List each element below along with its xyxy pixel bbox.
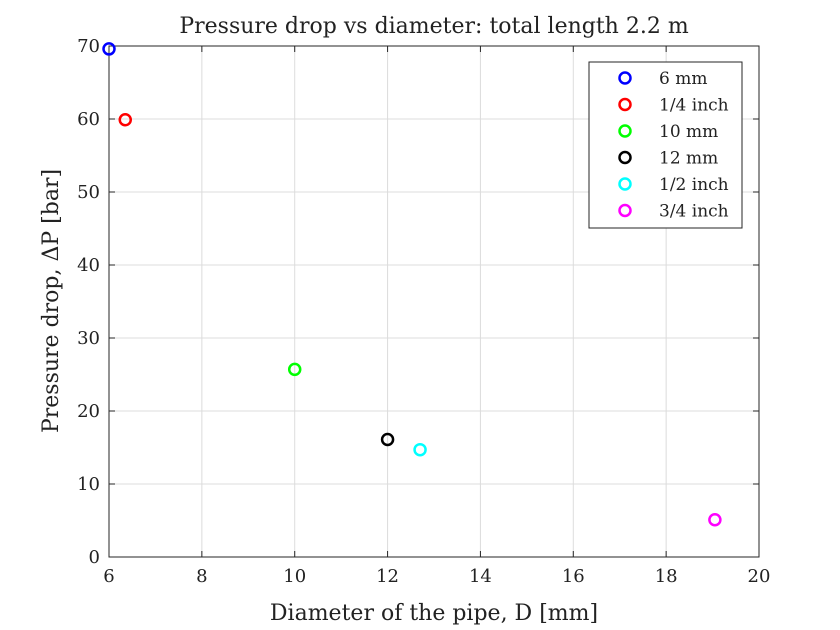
data-point bbox=[380, 432, 395, 447]
legend-entry-label: 12 mm bbox=[659, 149, 718, 169]
legend-marker bbox=[618, 203, 632, 218]
y-tick-label: 40 bbox=[77, 255, 100, 276]
legend-marker bbox=[618, 71, 632, 85]
chart-title: Pressure drop vs diameter: total length … bbox=[179, 14, 689, 39]
axis-ticks: 6 8 10 12 14 16 18 20 0 10 20 30 40 50 60 70 bbox=[77, 36, 770, 587]
legend-entry-label: 1/2 inch bbox=[659, 175, 729, 195]
data-point bbox=[708, 513, 722, 527]
legend-marker bbox=[618, 124, 632, 138]
y-tick-label: 30 bbox=[77, 328, 100, 349]
x-tick-label: 10 bbox=[283, 566, 306, 587]
y-tick-label: 50 bbox=[77, 182, 100, 203]
data-point bbox=[413, 442, 427, 457]
y-tick-label: 20 bbox=[77, 401, 100, 422]
x-axis-label: Diameter of the pipe, D [mm] bbox=[270, 601, 598, 626]
legend-marker bbox=[618, 177, 632, 191]
x-tick-label: 14 bbox=[469, 566, 492, 587]
data-point bbox=[287, 362, 302, 377]
x-tick-label: 12 bbox=[376, 566, 399, 587]
y-tick-label: 0 bbox=[89, 547, 100, 568]
y-tick-label: 70 bbox=[77, 36, 100, 57]
legend-box bbox=[588, 61, 743, 229]
y-tick-label: 60 bbox=[77, 109, 100, 130]
legend: 6 mm 1/4 inch 10 mm 12 mm 1/2 inch 3/4 inch bbox=[588, 61, 743, 229]
data-point bbox=[118, 112, 132, 127]
legend-entry-label: 1/4 inch bbox=[659, 96, 729, 116]
plot-frame bbox=[108, 45, 760, 558]
y-axis-label: Pressure drop, ΔP [bar] bbox=[39, 169, 64, 433]
data-points bbox=[102, 42, 722, 527]
x-tick-label: 6 bbox=[103, 566, 114, 587]
x-tick-label: 20 bbox=[748, 566, 771, 587]
legend-entry-label: 10 mm bbox=[659, 122, 718, 142]
x-tick-label: 18 bbox=[655, 566, 678, 587]
x-tick-label: 16 bbox=[562, 566, 585, 587]
legend-marker bbox=[618, 150, 632, 165]
data-point bbox=[102, 42, 116, 56]
legend-entry-label: 6 mm bbox=[659, 69, 707, 89]
x-tick-label: 8 bbox=[196, 566, 207, 587]
y-tick-label: 10 bbox=[77, 474, 100, 495]
legend-entry-label: 3/4 inch bbox=[659, 202, 729, 222]
legend-marker bbox=[618, 97, 632, 112]
